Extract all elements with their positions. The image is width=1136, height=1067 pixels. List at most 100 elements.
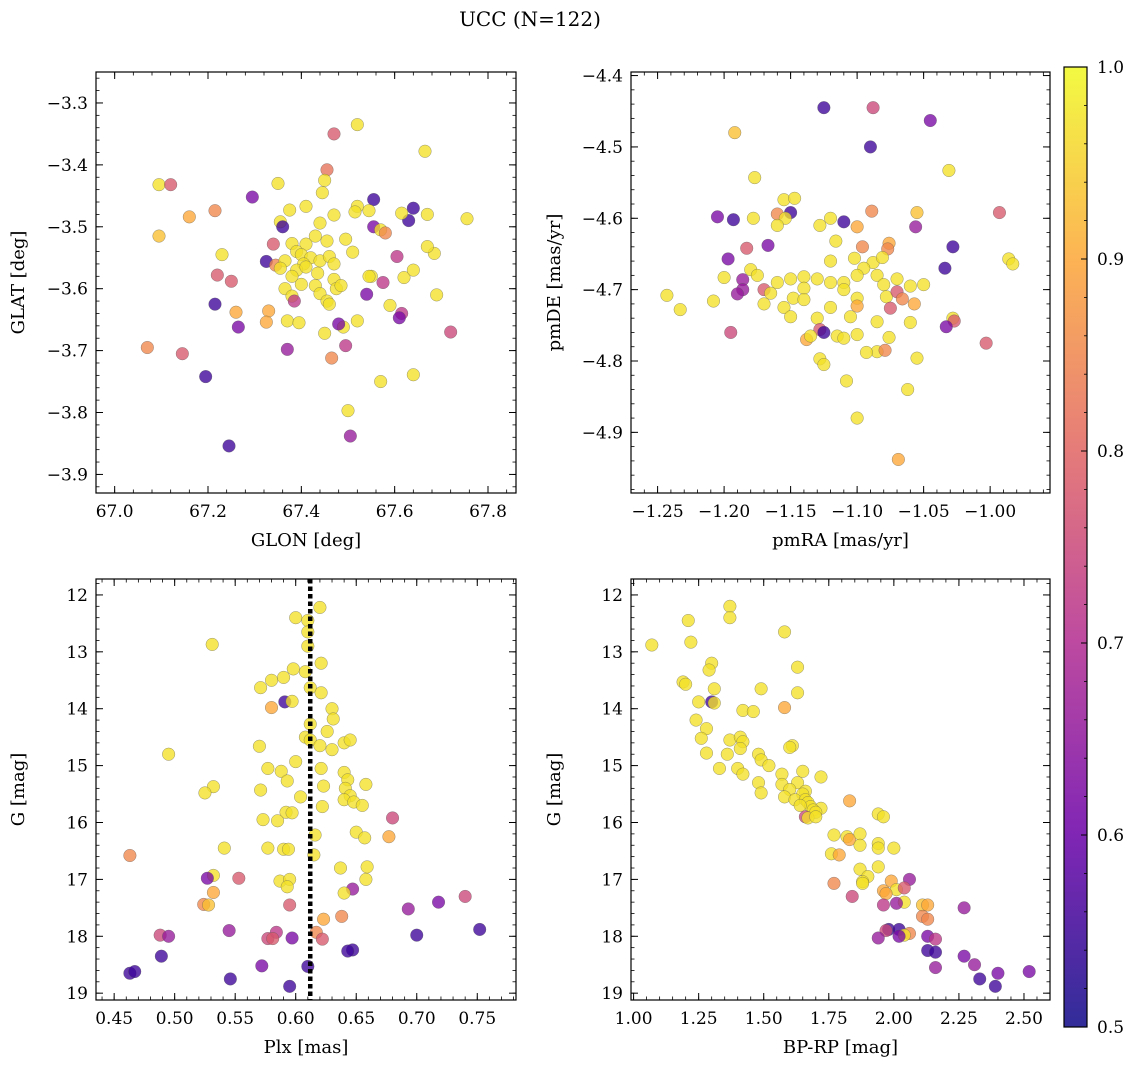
y-tick-label: −3.7	[47, 342, 88, 362]
scatter-point	[376, 275, 390, 290]
scatter-point	[810, 272, 824, 286]
scatter-point	[724, 325, 738, 340]
scatter-point	[850, 328, 864, 342]
scatter-panel-plx-g: 0.45 0.50 0.55 0.60 0.65 0.70 0.75 12 13 14 15 16 17…	[8, 578, 517, 1058]
scatter-panel-pmra-pmde: −1.25 −1.20 −1.15 −1.10 −1.05 −1.00 −4.4 −4.5 −4…	[544, 67, 1051, 551]
scatter-point	[823, 300, 838, 315]
scatter-point	[325, 743, 339, 757]
scatter-point	[837, 283, 851, 297]
scatter-point	[273, 261, 287, 275]
scatter-point	[313, 739, 327, 753]
x-tick-label: 1.25	[680, 1009, 718, 1029]
scatter-point	[367, 192, 381, 207]
y-tick-label: 15	[66, 757, 88, 777]
scatter-point	[823, 254, 838, 268]
scatter-point	[957, 901, 971, 915]
scatter-point	[814, 770, 828, 784]
x-axis-label: pmRA [mas/yr]	[772, 530, 909, 551]
x-tick-label: 1.75	[810, 1009, 848, 1029]
scatter-point	[804, 329, 818, 343]
figure-title: UCC (N=122)	[459, 7, 601, 31]
scatter-point	[341, 944, 355, 958]
x-tick-label: 0.50	[156, 1009, 194, 1029]
scatter-point	[859, 345, 873, 359]
scatter-point	[882, 330, 896, 344]
scatter-point	[823, 275, 838, 290]
x-tick-label: 67.2	[189, 502, 227, 522]
scatter-point	[694, 731, 708, 745]
scatter-point	[850, 268, 864, 282]
colorbar-tick-label: 0.8	[1097, 442, 1124, 462]
scatter-point	[895, 292, 909, 306]
scatter-point	[152, 178, 166, 192]
scatter-point	[723, 599, 737, 613]
scatter-point	[788, 191, 802, 205]
colorbar-tick-label: 0.6	[1097, 826, 1124, 846]
scatter-point	[313, 600, 327, 615]
y-tick-label: −4.6	[582, 209, 623, 229]
scatter-point	[645, 638, 659, 652]
scatter-point	[689, 713, 703, 727]
scatter-point	[750, 268, 764, 282]
scatter-point	[280, 880, 294, 894]
scatter-point	[341, 404, 355, 418]
scatter-panel-glon-glat: 67.0 67.2 67.4 67.6 67.8 −3.3 −3.4 −3.5 −3.6 −3.7…	[8, 71, 517, 551]
scatter-point	[327, 257, 341, 271]
y-tick-label: 19	[66, 984, 88, 1004]
y-tick-label: −4.4	[582, 67, 623, 87]
scatter-point	[208, 297, 222, 311]
scatter-point	[850, 411, 864, 425]
scatter-point	[406, 368, 420, 382]
x-tick-label: 0.60	[277, 1009, 315, 1029]
scatter-point	[681, 613, 695, 628]
colorbar-tick-label: 0.9	[1097, 250, 1124, 270]
colorbar-tick-label: 1.0	[1097, 58, 1124, 78]
x-tick-label: 0.55	[216, 1009, 254, 1029]
scatter-point	[938, 261, 952, 275]
scatter-point	[736, 767, 750, 781]
scatter-point	[889, 896, 904, 910]
scatter-point	[315, 932, 329, 946]
scatter-point	[723, 611, 737, 625]
scatter-point	[285, 269, 299, 283]
scatter-point	[845, 889, 859, 904]
scatter-point	[928, 961, 943, 975]
scatter-point	[294, 790, 308, 804]
colorbar-gradient	[1063, 66, 1088, 1028]
y-axis-label: G [mag]	[8, 753, 29, 826]
scatter-point	[706, 294, 721, 308]
scatter-point	[175, 347, 189, 361]
scatter-point	[182, 210, 196, 224]
scatter-point	[762, 759, 776, 773]
scatter-point	[865, 204, 879, 218]
scatter-point	[210, 268, 224, 282]
scatter-point	[162, 747, 176, 761]
scatter-point	[1022, 965, 1036, 979]
scatter-point	[335, 909, 349, 923]
scatter-point	[401, 902, 415, 916]
scatter-point	[327, 208, 341, 222]
scatter-point	[224, 274, 238, 288]
scatter-point	[261, 841, 275, 855]
y-tick-label: 17	[66, 870, 88, 890]
scatter-point	[832, 848, 846, 862]
y-tick-label: 12	[66, 586, 88, 606]
scatter-point	[217, 841, 231, 855]
scatter-point	[123, 848, 137, 863]
scatter-point	[764, 286, 778, 300]
scatter-point	[923, 113, 937, 128]
scatter-point	[992, 206, 1007, 220]
scatter-point	[294, 277, 308, 291]
scatter-point	[876, 810, 890, 824]
x-tick-label: 67.8	[469, 502, 507, 522]
scatter-point	[707, 682, 721, 696]
scatter-point	[813, 218, 827, 232]
scatter-points	[645, 599, 1036, 993]
x-axis-label: BP-RP [mag]	[783, 1037, 898, 1058]
scatter-point	[843, 833, 857, 847]
scatter-point	[942, 163, 956, 178]
scatter-point	[728, 126, 742, 140]
scatter-point	[229, 305, 243, 319]
scatter-point	[420, 240, 434, 254]
scatter-point	[837, 331, 851, 345]
